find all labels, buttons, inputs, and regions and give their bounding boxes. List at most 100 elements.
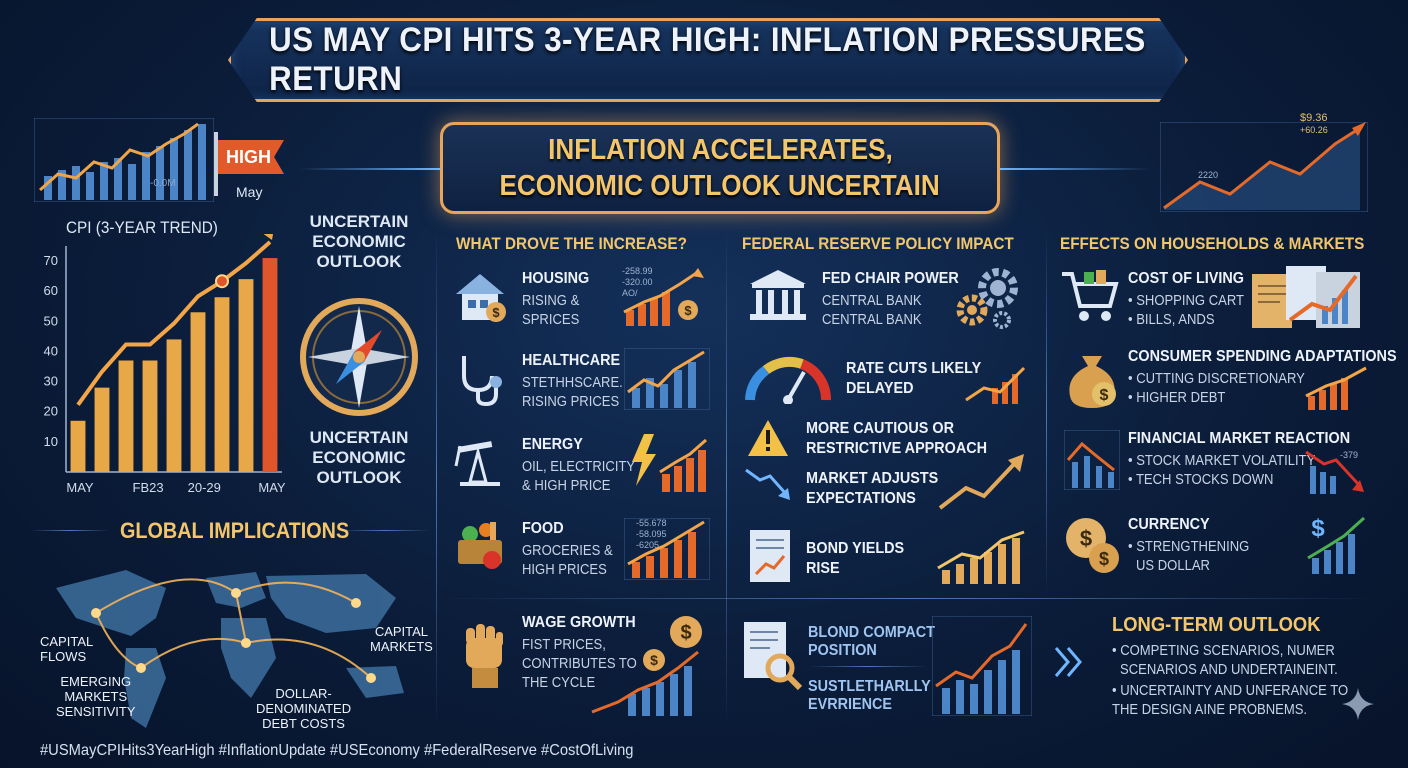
col2-item-ratecuts-sub: DELAYED — [846, 380, 914, 397]
col3-item-financial-title: FINANCIAL MARKET REACTION — [1128, 430, 1351, 447]
capital-markets-line-1: CAPITAL — [374, 624, 429, 639]
col2-bottom-divider — [808, 666, 928, 667]
warning-icon — [748, 420, 788, 456]
col2-item-ratecuts-title: RATE CUTS LIKELY — [846, 360, 982, 377]
bond-document-icon — [750, 530, 790, 582]
col1-item-healthcare-sub-2: RISING PRICES — [522, 394, 620, 410]
cpi-x-tick: FB23 — [133, 480, 164, 495]
col2-item-fed-sub-1: CENTRAL BANK — [822, 293, 922, 309]
cpi-bar-chart: 70 60 50 40 30 20 10 MAY FB23 20-29 MAY — [44, 234, 286, 495]
col3-item-consumer-sub-2: • HIGHER DEBT — [1128, 390, 1226, 406]
cpi-y-tick: 60 — [44, 283, 58, 298]
compass-bottom-line-3: OUTLOOK — [316, 468, 402, 487]
cpi-bar — [142, 360, 158, 472]
compass-icon — [300, 298, 418, 416]
col2-title: FEDERAL RESERVE POLICY IMPACT — [742, 234, 1014, 253]
col3-item-cost-sub-2: • BILLS, ANDS — [1128, 312, 1215, 328]
market-down-arrow-icon — [745, 468, 790, 500]
col1-item-food-title: FOOD — [522, 520, 564, 537]
hashtags: #USMayCPIHits3YearHigh #InflationUpdate … — [40, 742, 634, 759]
col3-item-cost-sub-1: • SHOPPING CART — [1128, 293, 1245, 309]
map-label-capital-markets: CAPITAL MARKETS — [370, 624, 433, 654]
top-right-tag-1: $9.36 — [1300, 112, 1328, 124]
bills-chart-icon — [1252, 266, 1360, 328]
emerging-line-1: EMERGING — [60, 674, 132, 689]
market-reaction-chart-icon — [1064, 430, 1120, 490]
wage-growth-chart-icon: $ $ — [591, 616, 702, 716]
cpi-trend-line — [76, 240, 272, 406]
col2-item-blond-sub: POSITION — [808, 642, 877, 659]
cpi-bar — [262, 258, 278, 472]
divider-col-1 — [436, 228, 437, 728]
top-right-growth-chart — [1160, 122, 1368, 212]
col3-item-financial-sub-2: • TECH STOCKS DOWN — [1128, 472, 1274, 488]
global-divider-right — [340, 530, 430, 531]
food-up-chart-icon — [624, 518, 710, 580]
dollar-line-3: DEBT COSTS — [262, 716, 345, 731]
high-flag — [214, 132, 218, 196]
healthcare-chart-icon — [624, 348, 710, 410]
svg-text:$: $ — [650, 652, 658, 668]
top-right-axis-tag: 2220 — [1198, 170, 1219, 180]
raised-fist-icon — [466, 624, 503, 688]
divider-col-2 — [726, 228, 727, 728]
emerging-line-3: SENSITIVITY — [56, 704, 136, 719]
compass-top-line-3: OUTLOOK — [316, 252, 402, 271]
top-right-tag-2: +60.26 — [1300, 125, 1328, 135]
coins-icon: $ $ — [1066, 518, 1119, 573]
long-term-line-2: SCENARIOS AND UNDERTAINEINT. — [1120, 662, 1338, 678]
cpi-x-tick: MAY — [258, 480, 286, 495]
housing-tags: -258.99 -320.00 AO/ — [622, 266, 653, 299]
col1-item-wage-sub-3: THE CYCLE — [522, 675, 596, 691]
document-magnifier-icon — [744, 622, 803, 691]
cpi-bar — [190, 312, 206, 472]
col1-item-healthcare-sub-1: STETHHSCARE. — [522, 375, 623, 391]
cpi-y-tick: 40 — [44, 343, 58, 358]
cpi-y-tick: 30 — [44, 374, 58, 389]
high-flag-banner: HIGH — [218, 140, 284, 174]
col1-item-housing-sub-2: SPRICES — [522, 312, 580, 328]
long-term-line-4: THE DESIGN AINE PROBNEMS. — [1112, 702, 1308, 718]
mini-trend-chart — [34, 118, 214, 202]
energy-lightning-chart-icon — [632, 434, 707, 492]
food-tag-3: -6205 — [636, 540, 660, 550]
cpi-y-tick: 20 — [44, 404, 58, 419]
cpi-y-tick: 10 — [44, 434, 58, 449]
central-bank-icon — [750, 270, 806, 320]
housing-tag-3: AO/ — [622, 288, 638, 298]
housing-tag-2: -320.00 — [622, 277, 653, 287]
col1-item-energy-title: ENERGY — [522, 436, 583, 453]
svg-text:$: $ — [680, 622, 691, 644]
dollar-line-2: DENOMINATED — [256, 701, 352, 716]
chevron-right-icon — [1054, 647, 1082, 677]
col2-item-sust-title: SUSTLETHARLLY — [808, 678, 931, 695]
compass-top-label: UNCERTAIN ECONOMIC OUTLOOK — [300, 212, 418, 272]
col1-item-energy-sub-2: & HIGH PRICE — [522, 478, 611, 494]
capital-markets-line-2: MARKETS — [370, 639, 433, 654]
compass-bottom-line-1: UNCERTAIN — [309, 428, 409, 447]
col1-item-food-sub-2: HIGH PRICES — [522, 562, 607, 578]
compass-bottom-label: UNCERTAIN ECONOMIC OUTLOOK — [300, 428, 418, 488]
compass-top-line-2: ECONOMIC — [312, 232, 406, 251]
emerging-line-2: MARKETS — [64, 689, 128, 704]
compass-bottom-line-2: ECONOMIC — [312, 448, 406, 467]
currency-up-chart-icon: $ — [1307, 515, 1366, 574]
global-implications-title: GLOBAL IMPLICATIONS — [120, 518, 350, 543]
cpi-y-tick: 50 — [44, 313, 58, 328]
shopping-cart-icon — [1062, 270, 1119, 321]
svg-text:$: $ — [1080, 526, 1092, 551]
svg-text:$: $ — [1311, 515, 1325, 542]
col2-item-blond-title: BLOND COMPACT — [808, 624, 935, 641]
bond-chart-icon — [937, 530, 1025, 584]
stethoscope-icon — [462, 356, 502, 406]
dollar-line-1: DOLLAR- — [275, 686, 332, 701]
map-label-capital-flows: CAPITAL FLOWS — [40, 634, 93, 664]
col1-item-wage-sub-1: FIST PRICES, — [522, 637, 606, 653]
col2-item-cautious-title: MORE CAUTIOUS OR — [806, 420, 955, 437]
cpi-bar — [70, 420, 86, 472]
world-map — [56, 570, 404, 728]
svg-text:$: $ — [492, 305, 500, 320]
col1-item-wage-sub-2: CONTRIBUTES TO — [522, 656, 637, 672]
col2-item-fed-title: FED CHAIR POWER — [822, 270, 959, 287]
cpi-bar — [166, 339, 182, 472]
